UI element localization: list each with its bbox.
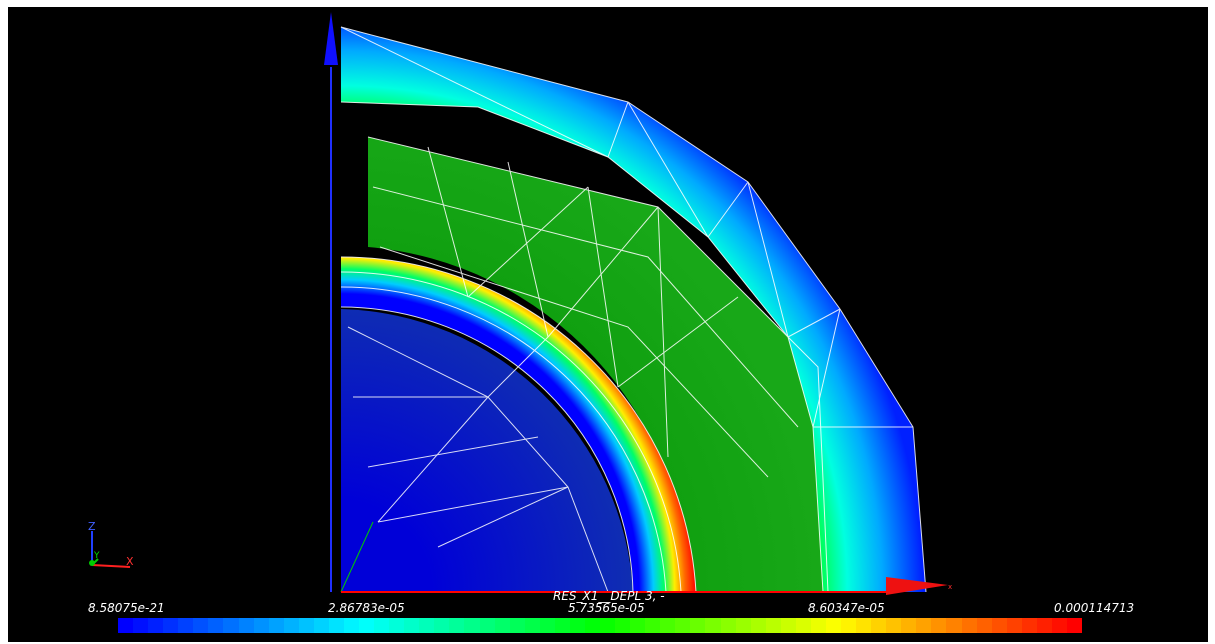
colormap-segment [208, 618, 224, 633]
colormap-segment [630, 618, 646, 633]
orientation-y-label: Y [93, 551, 100, 561]
colormap-segment [539, 618, 555, 633]
colormap-segment [600, 618, 616, 633]
colormap-segment [825, 618, 841, 633]
colormap-segment [916, 618, 932, 633]
colormap-segment [750, 618, 766, 633]
colormap-segment [464, 618, 480, 633]
scalar-bar-tick-2: 5.73565e-05 [568, 601, 645, 615]
scalar-bar-tick-3: 8.60347e-05 [808, 601, 885, 615]
colormap-segment [328, 618, 344, 633]
colormap-segment [449, 618, 465, 633]
colormap-segment [193, 618, 209, 633]
colormap-segment [871, 618, 887, 633]
colormap-segment [268, 618, 284, 633]
colormap-segment [660, 618, 676, 633]
colormap-segment [886, 618, 902, 633]
colormap-segment [298, 618, 314, 633]
colormap-segment [720, 618, 736, 633]
colormap-segment [313, 618, 329, 633]
colormap-segment [389, 618, 405, 633]
colormap-segment [901, 618, 917, 633]
colormap-segment [584, 618, 600, 633]
orientation-z-label: Z [88, 520, 96, 533]
colormap-segment [1051, 618, 1067, 633]
colormap-segment [343, 618, 359, 633]
colormap-segment [238, 618, 254, 633]
render-viewport[interactable]: x Z Y X RES_X1__DEPL 3, - 8.58075e-21 2.… [8, 7, 1208, 642]
scalar-bar-title: RES_X1__DEPL 3, - [553, 589, 665, 603]
mesh-scene: x Z Y X [88, 12, 952, 595]
colormap-segment [810, 618, 826, 633]
colormap-segment [1021, 618, 1037, 633]
colormap-segment [494, 618, 510, 633]
colormap-segment [765, 618, 781, 633]
colormap-segment [404, 618, 420, 633]
colormap-segment [991, 618, 1007, 633]
colormap-segment [961, 618, 977, 633]
colormap-segment [931, 618, 947, 633]
colormap-segment [735, 618, 751, 633]
colormap-segment [946, 618, 962, 633]
colormap-segment [178, 618, 194, 633]
orientation-x-label: X [126, 555, 134, 568]
colormap-segment [1066, 618, 1082, 633]
scalar-bar-tick-1: 2.86783e-05 [328, 601, 405, 615]
colormap-segment [359, 618, 375, 633]
colormap-segment [705, 618, 721, 633]
colormap-segment [795, 618, 811, 633]
colormap-segment [554, 618, 570, 633]
colormap-segment [1036, 618, 1052, 633]
mesh-wireframe [340, 26, 927, 593]
colormap-segment [283, 618, 299, 633]
colormap-segment [524, 618, 540, 633]
colormap-segment [148, 618, 164, 633]
colormap-segment [690, 618, 706, 633]
colormap-segment [856, 618, 872, 633]
colormap-segment [133, 618, 149, 633]
colormap-segment [253, 618, 269, 633]
colormap-segment [118, 618, 134, 633]
colormap-segment [434, 618, 450, 633]
colormap-segment [841, 618, 857, 633]
colormap-segment [615, 618, 631, 633]
scalar-bar-tick-4: 0.000114713 [1054, 601, 1135, 615]
scalar-bar-colormap [118, 618, 1082, 633]
colormap-segment [509, 618, 525, 633]
middle-block-surface [368, 137, 828, 592]
colormap-segment [976, 618, 992, 633]
orientation-axes-widget: Z Y X [88, 520, 134, 568]
colormap-segment [645, 618, 661, 633]
colormap-segment [374, 618, 390, 633]
outer-ring-surface [341, 27, 926, 592]
scalar-bar-tick-0: 8.58075e-21 [88, 601, 165, 615]
main-y-axis [340, 521, 374, 593]
main-x-axis-label: x [948, 583, 952, 591]
colormap-segment [163, 618, 179, 633]
colormap-segment [223, 618, 239, 633]
colormap-segment [479, 618, 495, 633]
colormap-segment [1006, 618, 1022, 633]
inner-block-surface [341, 309, 633, 592]
colormap-segment [675, 618, 691, 633]
main-x-arrowhead [886, 577, 948, 595]
main-z-arrowhead [324, 12, 338, 65]
colormap-segment [419, 618, 435, 633]
colormap-segment [780, 618, 796, 633]
colormap-segment [569, 618, 585, 633]
